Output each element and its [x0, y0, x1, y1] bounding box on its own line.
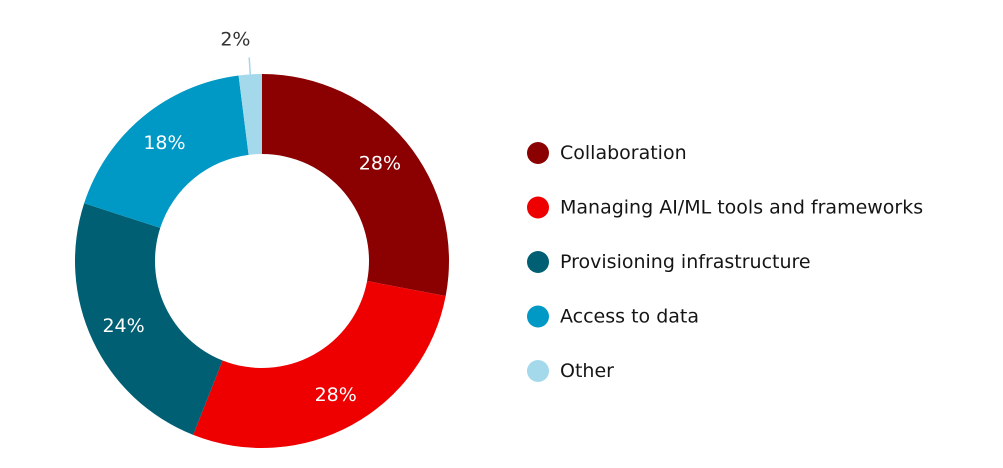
- legend-item-provisioning-infrastructure: Provisioning infrastructure: [527, 251, 811, 273]
- slice-other: [238, 74, 262, 155]
- donut-slices: [74, 74, 449, 448]
- legend-swatch-collaboration: [527, 142, 549, 164]
- slice-provisioning-infrastructure: [74, 203, 223, 435]
- legend-label-access-to-data: Access to data: [560, 306, 699, 328]
- legend-swatch-provisioning-infrastructure: [527, 251, 549, 273]
- value-label-access-to-data: 18%: [143, 132, 185, 154]
- value-label-provisioning-infrastructure: 24%: [102, 315, 144, 337]
- chart-legend: Collaboration Managing AI/ML tools and fr…: [527, 142, 923, 382]
- donut-value-labels: 28% 28% 24% 18% 2%: [102, 28, 401, 406]
- slice-managing-ai-ml-tools-and-frameworks: [193, 281, 446, 448]
- value-label-managing-ai-ml-tools-and-frameworks: 28%: [315, 384, 357, 406]
- value-label-collaboration: 28%: [359, 152, 401, 174]
- legend-swatch-access-to-data: [527, 305, 549, 328]
- legend-swatch-managing-ai-ml-tools-and-frameworks: [527, 196, 549, 219]
- legend-item-managing-ai-ml-tools-and-frameworks: Managing AI/ML tools and frameworks: [527, 196, 923, 219]
- legend-label-collaboration: Collaboration: [560, 142, 687, 164]
- leader-line-other: [248, 57, 252, 75]
- legend-item-access-to-data: Access to data: [527, 305, 699, 328]
- legend-swatch-other: [527, 360, 549, 382]
- slice-access-to-data: [84, 75, 249, 228]
- legend-label-other: Other: [560, 360, 614, 382]
- slice-collaboration: [262, 74, 449, 297]
- value-label-other: 2%: [220, 28, 250, 50]
- legend-label-provisioning-infrastructure: Provisioning infrastructure: [560, 251, 811, 273]
- legend-label-managing-ai-ml-tools-and-frameworks: Managing AI/ML tools and frameworks: [560, 197, 923, 219]
- legend-item-collaboration: Collaboration: [527, 142, 687, 164]
- legend-item-other: Other: [527, 360, 614, 382]
